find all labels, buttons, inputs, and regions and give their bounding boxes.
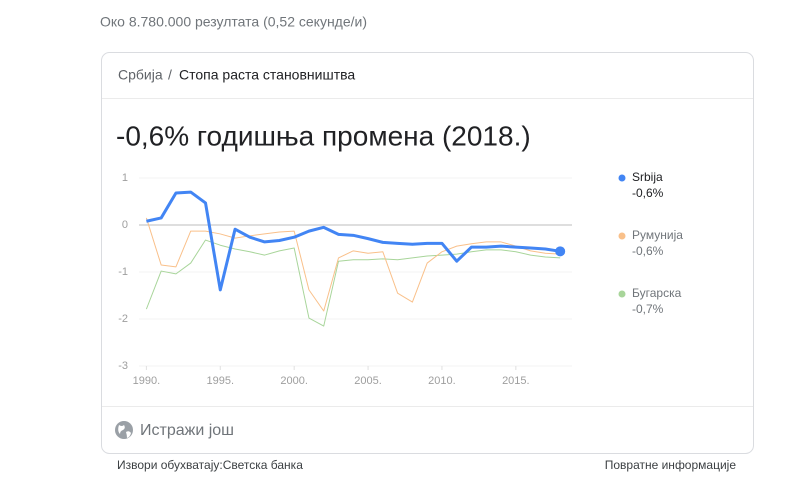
x-tick-label: 2015. <box>502 375 530 387</box>
chart: -3 -2 -1 0 1 1990. 1995. 2000. 2005. 2010. 2015. Бу… <box>118 170 683 387</box>
x-tick-label: 2000. <box>280 375 308 387</box>
x-tick-label: 2005. <box>354 375 382 387</box>
breadcrumb-current: Стопа раста становништва <box>179 67 355 83</box>
legend-latest: -0,6% <box>632 186 664 200</box>
latest-point <box>555 246 566 257</box>
result-stats: Око 8.780.000 резултата (0,52 секунде/и) <box>100 14 367 30</box>
y-tick-label: 1 <box>122 172 128 184</box>
y-tick-label: -1 <box>118 266 128 278</box>
y-tick-label: -2 <box>118 313 128 325</box>
globe-icon[interactable] <box>115 421 133 439</box>
x-tick-label: 1990. <box>133 375 161 387</box>
y-tick-label: -3 <box>118 360 128 372</box>
series-line <box>145 239 561 327</box>
explore-more[interactable]: Истражи још <box>140 422 234 439</box>
y-tick-label: 0 <box>122 219 128 231</box>
series-line <box>145 217 561 312</box>
legend-latest: -0,6% <box>632 244 664 258</box>
legend-swatch[interactable] <box>618 290 626 298</box>
x-tick-label: 2010. <box>428 375 456 387</box>
legend-latest: -0,7% <box>632 302 664 316</box>
legend-name[interactable]: Бугарска <box>632 286 682 300</box>
sources: Извори обухватају:Светска банка <box>117 458 303 472</box>
feedback[interactable]: Повратне информације <box>605 458 737 472</box>
chart-title: -0,6% годишња промена (2018.) <box>116 120 531 151</box>
series-line <box>146 190 561 292</box>
legend-swatch[interactable] <box>618 174 626 182</box>
legend-name[interactable]: Румунија <box>632 228 683 242</box>
legend-swatch[interactable] <box>618 232 626 240</box>
breadcrumb-separator: / <box>168 67 172 83</box>
card <box>101 52 754 454</box>
breadcrumb-link[interactable]: Србија <box>118 67 163 83</box>
legend-name[interactable]: Srbija <box>632 170 663 184</box>
x-tick-label: 1995. <box>207 375 235 387</box>
